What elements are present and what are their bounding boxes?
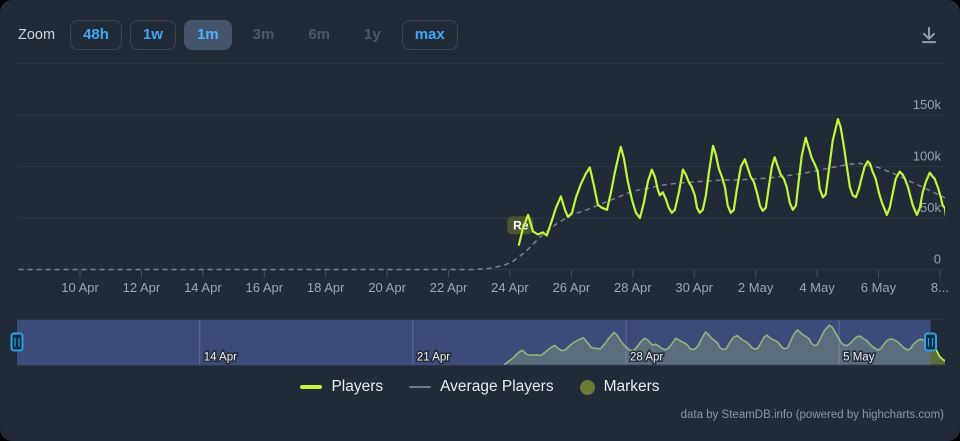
x-axis-label: 20 Apr: [368, 280, 406, 295]
zoom-button-1w[interactable]: 1w: [129, 20, 176, 50]
navigator-date-label: 14 Apr: [204, 352, 237, 364]
plot-area[interactable]: [17, 63, 945, 270]
x-axis-label: 26 Apr: [553, 280, 591, 295]
navigator-date-label: 21 Apr: [417, 352, 450, 364]
zoom-buttons: 48h 1w 1m 3m 6m 1y max: [70, 20, 458, 50]
zoom-button-max[interactable]: max: [401, 20, 458, 50]
navigator-selected-mask[interactable]: [17, 319, 931, 366]
x-axis-label: 30 Apr: [675, 280, 713, 295]
navigator-area: [504, 325, 945, 365]
download-button[interactable]: [916, 22, 942, 48]
y-axis-label: 150k: [913, 97, 942, 112]
navigator-line: [503, 324, 945, 366]
legend-label: Players: [331, 378, 384, 395]
x-axis-label: 18 Apr: [307, 280, 345, 295]
chart-toolbar: Zoom 48h 1w 1m 3m 6m 1y max: [18, 20, 942, 50]
y-axis-label: 100k: [913, 149, 942, 164]
navigator-date-label: 28 Apr: [630, 352, 663, 364]
zoom-button-6m: 6m: [298, 20, 340, 50]
zoom-button-48h[interactable]: 48h: [70, 20, 122, 50]
legend-item-markers[interactable]: Markers: [579, 378, 660, 396]
navigator-date-label: 5 May: [843, 352, 875, 364]
navigator[interactable]: 14 Apr 21 Apr 28 Apr 5 May: [17, 319, 949, 366]
legend-label: Average Players: [440, 378, 554, 395]
chart-credits: data by SteamDB.info (powered by highcha…: [680, 409, 944, 421]
x-axis-label: 22 Apr: [430, 280, 468, 295]
x-axis-label: 2 May: [738, 280, 774, 295]
chart-legend: Players Average Players Markers: [0, 378, 960, 396]
legend-label: Markers: [603, 378, 660, 395]
x-axis-label: 6 May: [861, 280, 897, 295]
x-axis-label: 16 Apr: [245, 280, 283, 295]
x-axis-label: 12 Apr: [123, 280, 161, 295]
players-line: [517, 118, 945, 246]
x-axis-label: 10 Apr: [61, 280, 99, 295]
x-axis-label: 28 Apr: [614, 280, 652, 295]
zoom-label: Zoom: [18, 27, 56, 43]
legend-swatch-line: [409, 385, 432, 389]
x-axis-label: 24 Apr: [491, 280, 529, 295]
legend-item-average-players[interactable]: Average Players: [409, 378, 554, 396]
x-axis-label: 4 May: [799, 280, 835, 295]
zoom-button-1y: 1y: [354, 20, 391, 50]
zoom-button-3m: 3m: [243, 20, 285, 50]
x-axis-label: 14 Apr: [184, 280, 222, 295]
y-axis-label: 0: [934, 252, 941, 267]
x-axis-label: 8...: [931, 280, 949, 295]
download-icon: [921, 26, 937, 44]
legend-swatch-line: [300, 385, 323, 389]
legend-swatch-circle: [579, 379, 595, 395]
navigator-handle-left[interactable]: [10, 332, 24, 352]
average-players-line: [18, 162, 945, 271]
legend-item-players[interactable]: Players: [300, 378, 383, 396]
y-axis-label: 50k: [920, 200, 941, 215]
zoom-button-1m[interactable]: 1m: [183, 20, 232, 50]
navigator-handle-right[interactable]: [924, 332, 937, 352]
